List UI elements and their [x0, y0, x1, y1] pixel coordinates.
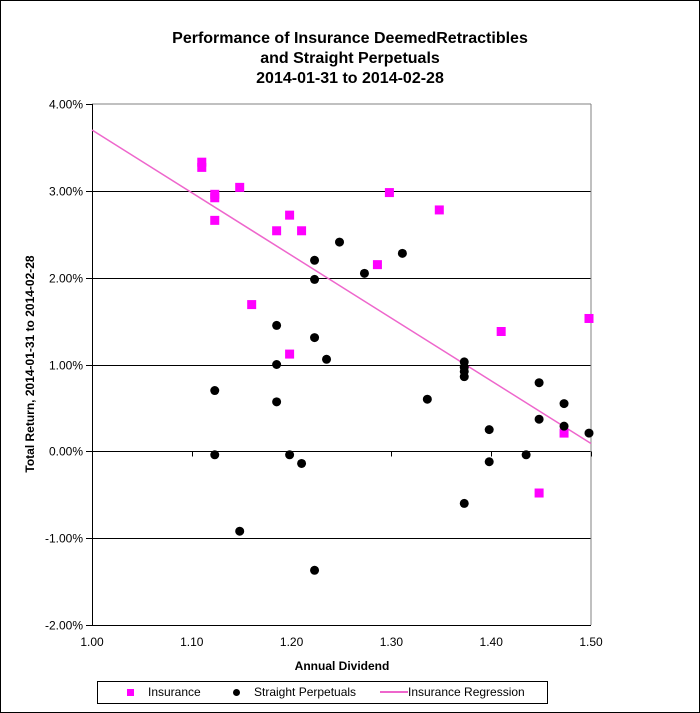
x-tick-label: 1.00 [80, 635, 104, 649]
straight-perpetual-point [559, 399, 569, 409]
straight-perpetual-point [310, 274, 320, 284]
y-axis-title: Total Return, 2014-01-31 to 2014-02-28 [23, 255, 37, 473]
insurance-point [247, 300, 257, 310]
straight-perpetual-point [210, 450, 220, 460]
y-tick-label: 2.00% [49, 272, 83, 286]
chart-title: Performance of Insurance DeemedRetractib… [0, 29, 700, 89]
straight-perpetual-point [484, 425, 494, 435]
insurance-point [496, 327, 506, 337]
legend: Insurance Straight Perpetuals Insurance … [97, 681, 548, 704]
insurance-point [272, 226, 282, 236]
line-marker-icon [380, 691, 408, 693]
legend-item-insurance-regression: Insurance Regression [380, 685, 525, 699]
insurance-point [297, 226, 307, 236]
straight-perpetual-point [359, 268, 369, 278]
y-tick-label: 1.00% [49, 359, 83, 373]
straight-perpetual-point [272, 360, 282, 369]
x-tick-label: 1.10 [180, 635, 204, 649]
straight-perpetual-point [335, 237, 345, 247]
straight-perpetual-point [397, 248, 407, 258]
legend-item-straight-perpetuals: Straight Perpetuals [233, 685, 356, 699]
y-tick-label: -2.00% [45, 619, 83, 633]
y-tick-label: 4.00% [49, 98, 83, 112]
insurance-point [372, 260, 382, 270]
circle-marker-icon [233, 688, 240, 696]
straight-perpetual-point [422, 394, 432, 404]
straight-perpetual-point [521, 450, 531, 460]
straight-perpetual-point [322, 354, 332, 364]
insurance-point [285, 210, 295, 220]
y-tick-label: 0.00% [49, 445, 83, 459]
insurance-point [559, 428, 569, 438]
legend-label-straight-perpetuals: Straight Perpetuals [254, 685, 357, 699]
axes: 4.00% 3.00% 2.00% 1.00% 0.00% -1.00% -2.00% 1.0… [45, 98, 603, 650]
straight-perpetual-point [459, 498, 469, 508]
straight-perpetual-point [584, 428, 594, 438]
straight-perpetual-point [534, 378, 544, 388]
legend-label-insurance-regression: Insurance Regression [408, 685, 525, 699]
insurance-point [197, 157, 207, 167]
insurance-point [434, 205, 444, 215]
straight-perpetual-point [559, 421, 569, 431]
straight-perpetual-point [310, 565, 320, 575]
regression-layer [91, 129, 592, 445]
straight-perpetual-point [210, 386, 220, 396]
square-marker-icon [127, 688, 134, 696]
straight-perpetual-point [285, 450, 295, 460]
straight-perpetual-point [484, 457, 494, 467]
chart-title-line-3: 2014-01-31 to 2014-02-28 [256, 70, 444, 87]
x-tick-label: 1.30 [380, 635, 404, 649]
legend-item-insurance: Insurance [127, 685, 201, 699]
insurance-point [285, 349, 295, 359]
insurance-point [210, 193, 220, 203]
chart-title-line-1: Performance of Insurance DeemedRetractib… [172, 30, 528, 47]
insurance-point [384, 188, 394, 198]
chart-title-line-2: and Straight Perpetuals [260, 50, 440, 67]
straight-perpetual-point [272, 320, 282, 330]
insurance-point [197, 162, 207, 172]
straight-perpetual-point [310, 255, 320, 265]
gridlines [92, 191, 591, 539]
insurance-point [210, 215, 220, 225]
regression-line [91, 129, 592, 445]
points-layer [197, 157, 594, 575]
insurance-point [534, 488, 544, 498]
straight-perpetual-point [235, 526, 245, 536]
straight-perpetual-point [297, 458, 307, 468]
insurance-point [235, 182, 245, 192]
straight-perpetual-point [459, 372, 469, 382]
x-tick-label: 1.50 [579, 635, 603, 649]
y-tick-label: 3.00% [49, 185, 83, 199]
insurance-point [584, 313, 594, 323]
straight-perpetual-point [272, 397, 282, 407]
straight-perpetual-point [310, 333, 320, 343]
straight-perpetual-point [534, 414, 544, 424]
x-tick-label: 1.20 [280, 635, 304, 649]
x-tick-label: 1.40 [480, 635, 504, 649]
y-tick-label: -1.00% [45, 532, 83, 546]
legend-label-insurance: Insurance [148, 685, 201, 699]
x-axis-title: Annual Dividend [295, 659, 390, 673]
